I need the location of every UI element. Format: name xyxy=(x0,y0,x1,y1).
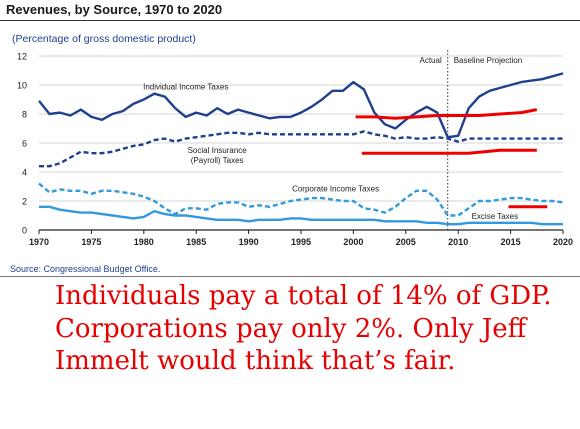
annotation-text: Individuals pay a total of 14% of GDP. C… xyxy=(55,281,552,376)
red-overlay-line xyxy=(361,148,537,155)
x-tick-label: 1995 xyxy=(291,237,311,247)
x-tick-label: 2015 xyxy=(501,237,521,247)
y-axis: 0 2 4 6 8 10 12 xyxy=(17,52,27,236)
x-tick-label: 2005 xyxy=(396,237,416,247)
x-tick-label: 2020 xyxy=(553,237,573,247)
x-tick-label: 1985 xyxy=(186,237,206,247)
y-tick-label: 2 xyxy=(22,197,27,207)
payroll-taxes-label: Social Insurance xyxy=(188,146,248,155)
y-tick-label: 0 xyxy=(22,226,27,236)
excise-taxes-line xyxy=(39,205,563,226)
x-tick-label: 2010 xyxy=(448,237,468,247)
actual-label: Actual xyxy=(419,56,441,65)
x-tick-label: 2000 xyxy=(343,237,363,247)
corporate-income-taxes-label: Corporate Income Taxes xyxy=(292,185,379,194)
excise-taxes-label: Excise Taxes xyxy=(472,212,519,221)
individual-income-taxes-label: Individual Income Taxes xyxy=(143,82,228,91)
y-tick-label: 12 xyxy=(17,52,27,62)
y-tick-label: 10 xyxy=(17,81,27,91)
x-axis: 1970 1975 1980 1985 1990 1995 2000 2005 2010 2015… xyxy=(29,229,573,247)
y-tick-label: 8 xyxy=(22,110,27,120)
red-overlay-line xyxy=(355,108,538,120)
revenue-line-chart: 0 2 4 6 8 10 12 1970 1975 1980 1985 1990 1995 2000 20… xyxy=(17,50,573,247)
payroll-taxes-label: (Payroll) Taxes xyxy=(191,156,244,165)
corporate-income-taxes-line xyxy=(38,182,564,217)
overlay-lines xyxy=(355,108,548,209)
chart-grid xyxy=(39,55,563,202)
projection-label: Baseline Projection xyxy=(454,56,522,65)
x-tick-label: 1975 xyxy=(81,237,101,247)
y-tick-label: 6 xyxy=(22,139,27,149)
chart-subtitle: (Percentage of gross domestic product) xyxy=(12,33,196,45)
actual-projection-divider: Actual Baseline Projection xyxy=(419,50,522,230)
y-tick-label: 4 xyxy=(22,168,27,178)
x-tick-label: 1990 xyxy=(239,237,259,247)
bottom-divider xyxy=(0,276,580,277)
chart-title: Revenues, by Source, 1970 to 2020 xyxy=(6,2,223,17)
series-labels: Individual Income Taxes Social Insurance(… xyxy=(143,82,518,221)
title-divider xyxy=(0,20,580,21)
x-tick-label: 1970 xyxy=(29,237,49,247)
source-note: Source: Congressional Budget Office. xyxy=(10,264,161,274)
payroll-taxes-line xyxy=(39,130,563,168)
series-lines xyxy=(38,72,564,226)
x-tick-label: 1980 xyxy=(134,237,154,247)
individual-income-taxes-line xyxy=(38,72,564,139)
